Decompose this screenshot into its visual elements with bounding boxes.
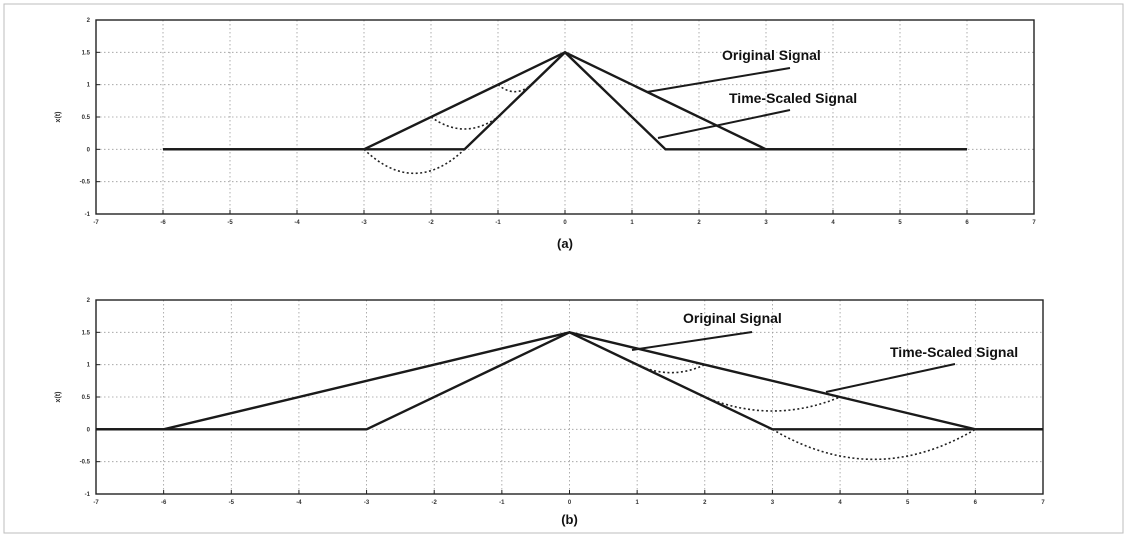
scaling-arc <box>772 428 976 460</box>
x-tick-label: 5 <box>906 500 910 506</box>
panel-label: (b) <box>561 512 578 527</box>
annotation-leader-line <box>657 109 791 139</box>
x-tick-label: -5 <box>229 500 235 506</box>
y-tick-label: 0 <box>87 427 91 433</box>
y-tick-label: -1 <box>85 492 91 498</box>
y-tick-label: 2 <box>87 18 91 24</box>
x-tick-label: 7 <box>1041 500 1045 506</box>
annotation-label: Time-Scaled Signal <box>890 344 1018 360</box>
chart-panel-a: -7 -6 -5 -4 -3 -2 -1 0 1 2 3 4 5 6 7 -1 -0.5 0 0.5 1 1.5 2 x(t… <box>55 18 1036 251</box>
x-tick-label: -4 <box>294 220 300 226</box>
x-tick-label: 6 <box>974 500 978 506</box>
annotation-label: Original Signal <box>722 47 821 63</box>
y-tick-label: 1 <box>87 363 91 369</box>
x-tick-label: -6 <box>160 220 166 226</box>
x-tick-label: -3 <box>364 500 370 506</box>
y-tick-label: 1.5 <box>82 50 91 56</box>
y-tick-label: 1.5 <box>82 330 91 336</box>
annotation-label: Time-Scaled Signal <box>729 90 857 106</box>
annotation-label: Original Signal <box>683 310 782 326</box>
x-tick-label: -7 <box>93 220 99 226</box>
panel-label: (a) <box>557 236 573 251</box>
x-tick-label: -7 <box>93 500 99 506</box>
x-tick-label: -1 <box>499 500 505 506</box>
x-tick-label: 2 <box>703 500 707 506</box>
x-tick-label: 4 <box>831 220 835 226</box>
scaling-arc <box>497 84 533 93</box>
series-line-time-scaled <box>96 331 1043 431</box>
annotation-leader-line <box>631 331 753 351</box>
y-tick-label: 0.5 <box>82 395 91 401</box>
y-tick-label: 2 <box>87 298 91 304</box>
x-tick-label: 1 <box>630 220 634 226</box>
y-tick-label: 0.5 <box>82 115 91 121</box>
scaling-arc <box>704 396 841 412</box>
y-tick-label: 0 <box>87 147 91 153</box>
chart-panel-b: -7 -6 -5 -4 -3 -2 -1 0 1 2 3 4 5 6 7 -1 -0.5 0 0.5 1 1.5 2 x(t… <box>55 298 1045 527</box>
y-axis-label: x(t) <box>55 112 62 123</box>
x-tick-label: -5 <box>227 220 233 226</box>
scaling-arc <box>636 363 706 374</box>
y-tick-label: 1 <box>87 83 91 89</box>
x-tick-label: -1 <box>495 220 501 226</box>
x-tick-label: 2 <box>697 220 701 226</box>
y-tick-label: -1 <box>85 212 91 218</box>
x-tick-label: 0 <box>563 220 567 226</box>
scaling-arc <box>363 148 466 175</box>
y-tick-label: -0.5 <box>80 460 91 466</box>
annotation-leader-line <box>825 363 956 393</box>
x-tick-label: 1 <box>635 500 639 506</box>
x-tick-label: 3 <box>771 500 775 506</box>
x-tick-label: -3 <box>361 220 367 226</box>
scaling-arc <box>430 116 499 130</box>
x-tick-label: 0 <box>568 500 572 506</box>
y-tick-label: -0.5 <box>80 180 91 186</box>
x-tick-label: 4 <box>838 500 842 506</box>
x-tick-label: -2 <box>428 220 434 226</box>
x-tick-label: -4 <box>296 500 302 506</box>
x-tick-label: -6 <box>161 500 167 506</box>
x-tick-label: 7 <box>1032 220 1036 226</box>
x-tick-label: 5 <box>898 220 902 226</box>
x-tick-label: 3 <box>764 220 768 226</box>
x-tick-label: 6 <box>965 220 969 226</box>
x-tick-label: -2 <box>432 500 438 506</box>
y-axis-label: x(t) <box>55 392 62 403</box>
annotation-leader-line <box>646 67 791 93</box>
